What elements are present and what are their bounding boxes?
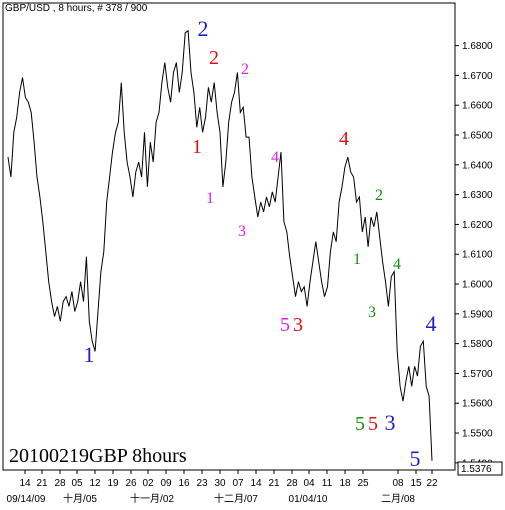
x-tick-label: 22 [426,478,438,489]
y-tick-label: 1.6600 [462,101,493,112]
x-tick-label: 18 [339,478,351,489]
y-tick-label: 1.6400 [462,160,493,171]
x-tick-label: 15 [410,478,422,489]
x-tick-label: 05 [71,478,83,489]
x-tick-label: 19 [107,478,119,489]
wave-label: 1 [84,342,95,367]
x-month-label: 01/04/10 [289,494,328,505]
x-month-label: 09/14/09 [7,494,46,505]
x-tick-label: 08 [392,478,404,489]
x-month-label: 二月/08 [381,493,415,505]
wave-label: 3 [293,314,303,336]
wave-label: 4 [271,149,279,166]
wave-label: 4 [339,128,349,150]
watermark: 20100219GBP 8hours [9,445,187,467]
wave-label: 4 [393,256,401,273]
wave-label: 1 [353,251,361,268]
wave-label: 5 [280,314,290,336]
chart-title: GBP/USD , 8 hours, # 378 / 900 [5,3,148,14]
x-tick-label: 09 [160,478,172,489]
wave-label: 2 [209,47,219,69]
y-tick-label: 1.6000 [462,280,493,291]
plot-frame [2,2,456,471]
y-tick-label: 1.5800 [462,339,493,350]
x-tick-label: 28 [286,478,298,489]
wave-label: 3 [238,223,246,240]
y-tick-label: 1.5600 [462,399,493,410]
wave-label: 1 [206,190,214,207]
wave-label: 2 [375,187,383,204]
wave-label: 4 [426,311,437,336]
wave-label: 2 [241,61,249,78]
wave-label: 2 [198,16,209,41]
x-tick-label: 07 [232,478,244,489]
y-tick-label: 1.6800 [462,41,493,52]
wave-label: 5 [410,446,421,471]
x-tick-label: 26 [125,478,137,489]
x-month-label: 十一月/02 [130,492,174,505]
last-price-label: 1.5376 [461,464,492,475]
wave-label: 3 [368,304,376,321]
x-tick-label: 23 [196,478,208,489]
x-tick-label: 04 [303,478,315,489]
x-tick-label: 21 [36,478,48,489]
x-tick-label: 14 [250,478,262,489]
wave-label: 3 [385,410,396,435]
y-tick-label: 1.5900 [462,309,493,320]
y-tick-label: 1.6700 [462,71,493,82]
wave-label: 5 [368,413,378,435]
x-tick-label: 14 [19,478,31,489]
x-tick-label: 21 [268,478,280,489]
wave-label: 5 [355,413,365,435]
x-tick-label: 02 [142,478,154,489]
price-line [7,29,433,461]
y-tick-label: 1.5500 [462,429,493,440]
y-tick-label: 1.6100 [462,250,493,261]
x-tick-label: 25 [357,478,369,489]
x-month-label: 十二月/07 [214,492,258,505]
y-tick-label: 1.5700 [462,369,493,380]
y-tick-label: 1.6500 [462,131,493,142]
x-month-label: 十月/05 [63,492,97,505]
last-price-box [457,461,503,476]
x-tick-label: 16 [178,478,190,489]
x-tick-label: 12 [89,478,101,489]
x-tick-label: 11 [322,478,333,489]
y-tick-label: 1.6200 [462,220,493,231]
y-tick-label: 1.6300 [462,190,493,201]
x-tick-label: 28 [54,478,66,489]
x-tick-label: 30 [214,478,226,489]
wave-label: 1 [192,136,202,158]
